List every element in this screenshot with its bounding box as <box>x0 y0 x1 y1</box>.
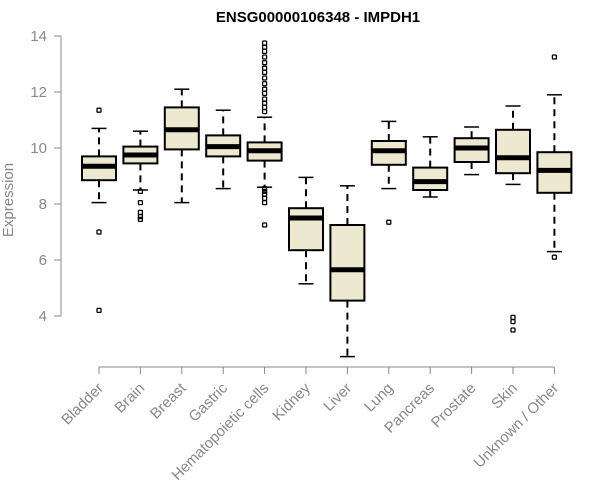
outlier-point <box>261 185 268 192</box>
outlier-point <box>261 222 268 228</box>
outlier-point <box>96 307 102 314</box>
y-tick-label: 10 <box>30 140 47 157</box>
box-kidney <box>288 176 324 285</box>
x-tick-label-skin: Skin <box>488 380 521 413</box>
outlier-point <box>261 199 268 206</box>
outlier-point <box>137 188 144 195</box>
outlier-point <box>261 100 268 106</box>
x-tick-label-brain: Brain <box>111 380 148 417</box>
y-tick-label: 8 <box>39 196 47 213</box>
x-tick-label-bladder: Bladder <box>58 380 107 429</box>
boxes-group <box>81 40 573 358</box>
outlier-point <box>261 69 268 76</box>
box-body <box>412 166 449 192</box>
outlier-point <box>261 188 268 195</box>
outlier-point <box>510 314 516 321</box>
box-breast <box>163 88 200 204</box>
box-lung <box>370 120 407 225</box>
outlier-point <box>261 191 268 197</box>
box-skin <box>495 105 531 333</box>
box-prostate <box>453 126 490 176</box>
outlier-point <box>96 229 102 235</box>
box-pancreas <box>412 136 449 198</box>
y-axis-label: Expression <box>0 163 17 237</box>
chart-title: ENSG00000106348 - IMPDH1 <box>216 9 420 26</box>
outlier-point <box>261 86 268 92</box>
box-liver <box>329 185 366 358</box>
outlier-point <box>261 90 268 97</box>
outlier-point <box>261 40 268 46</box>
box-body <box>329 224 366 302</box>
outlier-point <box>551 54 558 60</box>
outlier-point <box>137 209 144 216</box>
x-tick-label-kidney: Kidney <box>269 379 314 424</box>
box-unknown-other <box>536 54 573 260</box>
y-tick-label: 6 <box>39 252 47 269</box>
outlier-point <box>261 44 268 50</box>
outlier-point <box>551 254 558 260</box>
outlier-point <box>261 96 268 102</box>
outlier-point <box>261 104 268 111</box>
x-tick-label-breast: Breast <box>147 379 190 422</box>
outlier-point <box>261 54 268 60</box>
outlier-point <box>261 59 268 66</box>
x-tick-label-lung: Lung <box>361 380 397 416</box>
outlier-point <box>261 108 268 115</box>
outlier-point <box>137 213 144 220</box>
y-tick-label: 14 <box>30 28 47 45</box>
box-body <box>495 128 531 175</box>
outlier-point <box>137 216 144 223</box>
box-gastric <box>205 109 242 190</box>
box-bladder <box>81 107 117 314</box>
box-hematopoietic-cells <box>246 40 283 228</box>
box-brain <box>122 130 159 223</box>
outlier-point <box>261 75 268 81</box>
outlier-point <box>137 199 144 206</box>
box-body <box>288 207 324 252</box>
y-axis: 4 6 8 10 12 14 <box>30 28 62 325</box>
x-tick-label-liver: Liver <box>320 380 355 415</box>
outlier-point <box>261 80 268 87</box>
outlier-point <box>510 327 516 333</box>
y-tick-label: 12 <box>30 84 47 101</box>
outlier-point <box>261 65 268 71</box>
y-tick-label: 4 <box>39 308 47 325</box>
outlier-point <box>510 318 516 325</box>
x-tick-label-prostate: Prostate <box>428 380 480 432</box>
outlier-point <box>96 107 102 113</box>
outlier-point <box>261 48 268 55</box>
outlier-point <box>386 219 392 225</box>
outlier-point <box>261 195 268 202</box>
